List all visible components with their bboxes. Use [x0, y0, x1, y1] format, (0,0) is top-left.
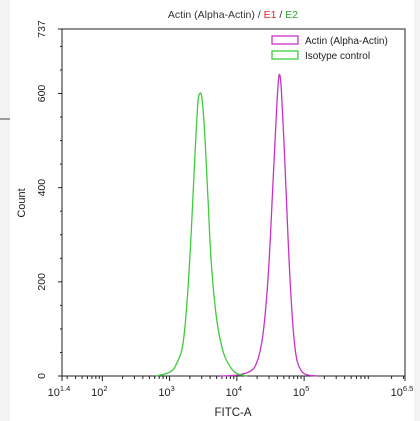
legend-swatch — [271, 35, 299, 45]
chart-title: Actin (Alpha-Actin) / E1 / E2 — [168, 9, 298, 21]
x-tick-base: 10 — [391, 387, 403, 399]
legend-label: Actin (Alpha-Actin) — [305, 36, 388, 47]
y-tick-label: 200 — [36, 273, 48, 291]
y-tick-label: 400 — [36, 179, 48, 197]
x-tick-exponent: 5 — [305, 384, 309, 393]
series-line-actin — [219, 73, 318, 377]
x-tick-exponent: 4 — [238, 384, 242, 393]
x-tick-base: 10 — [293, 387, 305, 399]
x-tick-base: 10 — [158, 387, 170, 399]
x-tick-exponent: 6.5 — [403, 384, 413, 393]
series-line-isotype-control — [156, 92, 248, 377]
x-tick-label: 103 — [158, 384, 174, 399]
x-tick-exponent: 2 — [103, 384, 107, 393]
legend-label: Isotype control — [305, 51, 370, 62]
legend-swatch — [271, 50, 299, 60]
x-tick-label: 101.4 — [48, 384, 71, 399]
legend: Actin (Alpha-Actin) Isotype control — [271, 35, 388, 62]
x-tick-base: 10 — [91, 387, 103, 399]
plot-area — [61, 28, 406, 377]
title-part: E1 — [264, 9, 277, 21]
y-tick-label: 737 — [36, 20, 48, 38]
x-tick-label: 104 — [226, 384, 242, 399]
x-tick-base: 10 — [226, 387, 238, 399]
y-tick-label: 0 — [36, 373, 48, 379]
y-axis-label: Count — [16, 188, 28, 217]
x-tick-base: 10 — [48, 387, 60, 399]
x-tick-label: 102 — [91, 384, 107, 399]
series-lines — [156, 73, 318, 377]
title-part: Actin (Alpha-Actin) / — [168, 9, 264, 21]
x-tick-exponent: 1.4 — [60, 384, 70, 393]
x-tick-exponent: 3 — [171, 384, 175, 393]
x-tick-label: 106.5 — [391, 384, 414, 399]
title-part: E2 — [285, 9, 298, 21]
left-edge-mark — [0, 118, 10, 120]
title-part: / — [276, 9, 285, 21]
x-tick-label: 105 — [293, 384, 309, 399]
y-tick-label: 600 — [36, 85, 48, 103]
x-axis-label: FITC-A — [214, 407, 251, 419]
